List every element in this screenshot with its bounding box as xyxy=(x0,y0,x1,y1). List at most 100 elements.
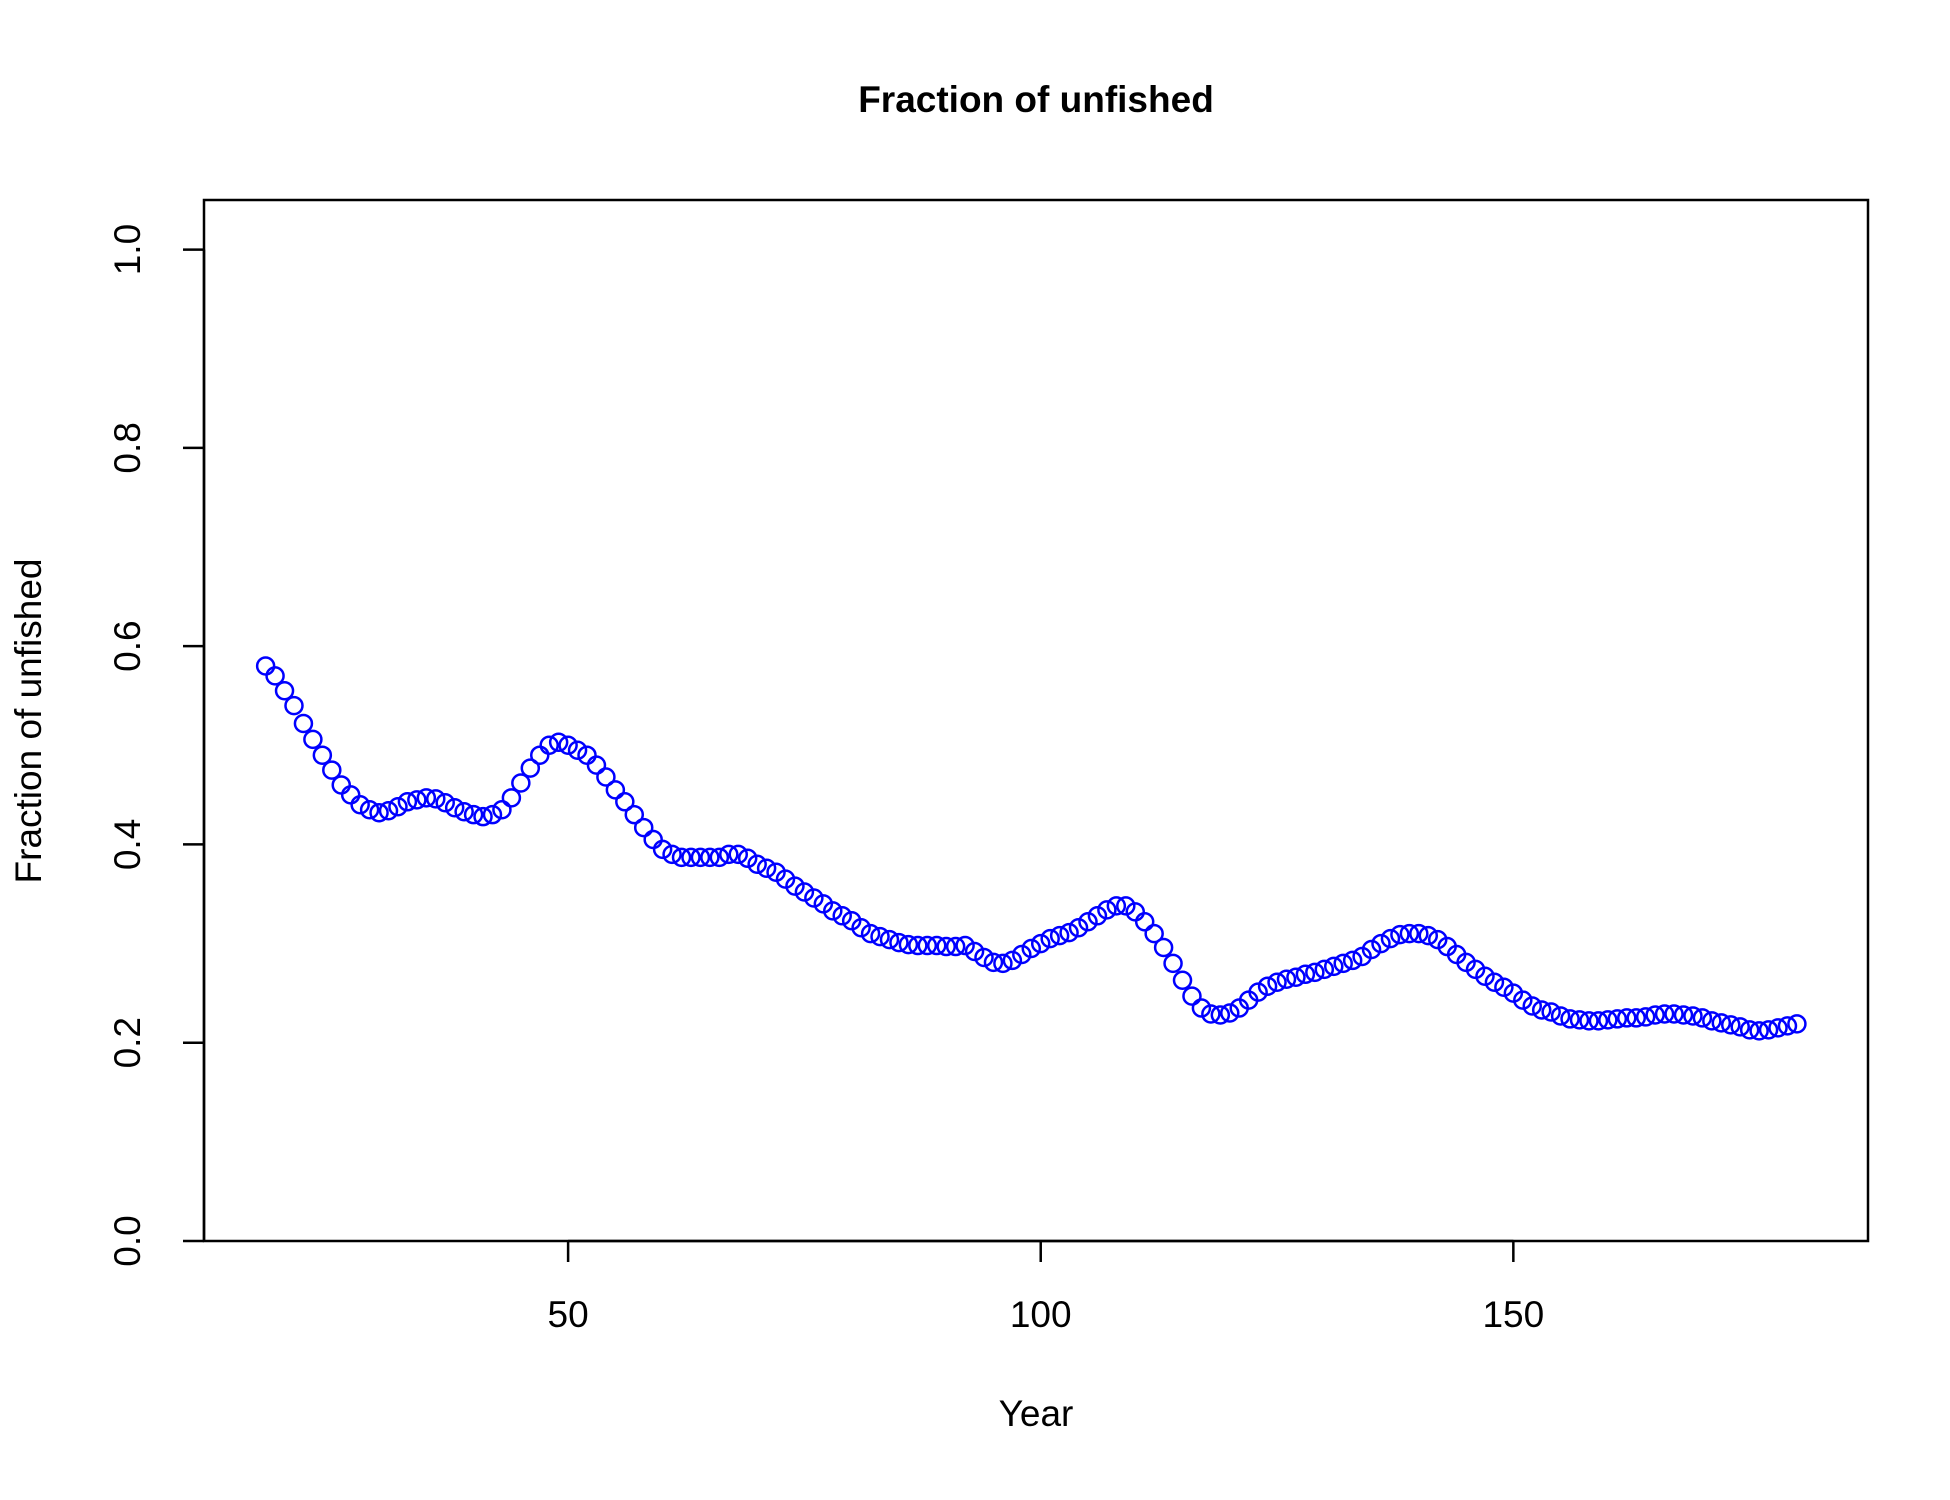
point xyxy=(983,952,1004,973)
y-tick-label: 0.6 xyxy=(107,620,148,671)
point xyxy=(1702,1011,1722,1031)
point xyxy=(945,936,966,957)
point xyxy=(1361,939,1382,960)
point xyxy=(1654,1004,1675,1024)
point xyxy=(1324,956,1344,977)
point xyxy=(1692,1008,1713,1028)
point xyxy=(652,839,673,860)
point xyxy=(1588,1011,1609,1031)
point xyxy=(1673,1005,1694,1025)
point xyxy=(388,797,408,817)
point xyxy=(1286,967,1306,988)
point xyxy=(1059,922,1079,943)
point xyxy=(1626,1008,1646,1028)
point xyxy=(898,934,919,955)
point xyxy=(804,888,824,908)
point xyxy=(1172,970,1193,991)
y-tick-label: 0.2 xyxy=(107,1017,148,1068)
point xyxy=(1645,1005,1665,1025)
x-tick-label: 50 xyxy=(548,1294,589,1335)
point xyxy=(520,758,541,778)
point xyxy=(1002,950,1023,971)
point xyxy=(756,858,777,878)
plot-box xyxy=(202,198,1870,1243)
point xyxy=(312,745,333,765)
point xyxy=(879,929,900,950)
point xyxy=(1409,923,1429,944)
y-axis-label: Fraction of unfished xyxy=(8,559,49,884)
point xyxy=(444,797,465,818)
x-axis-label: Year xyxy=(999,1393,1074,1434)
point xyxy=(624,804,645,825)
point xyxy=(671,847,692,868)
point xyxy=(1579,1011,1599,1031)
point xyxy=(1012,944,1032,965)
point xyxy=(1144,923,1164,944)
point xyxy=(1484,972,1505,992)
point xyxy=(265,666,285,686)
point xyxy=(1418,925,1439,946)
x-tick-label: 150 xyxy=(1482,1294,1544,1335)
point xyxy=(1191,998,1212,1018)
point xyxy=(1295,964,1316,985)
point xyxy=(1163,953,1183,974)
point xyxy=(303,729,323,750)
point xyxy=(274,681,295,701)
point xyxy=(1068,917,1089,938)
point xyxy=(1371,933,1391,954)
point xyxy=(548,732,569,753)
x-tick-label: 100 xyxy=(1010,1294,1072,1335)
point xyxy=(369,802,389,823)
point xyxy=(993,953,1013,974)
point xyxy=(1475,966,1495,987)
chart-title: Fraction of unfished xyxy=(858,79,1214,120)
point xyxy=(1711,1013,1732,1033)
point xyxy=(558,735,578,756)
point xyxy=(1635,1007,1656,1027)
point xyxy=(1664,1004,1684,1024)
point xyxy=(747,854,767,875)
point xyxy=(322,760,342,780)
point xyxy=(633,817,654,838)
point xyxy=(1390,924,1410,945)
point xyxy=(860,923,881,944)
point xyxy=(1522,996,1543,1016)
point xyxy=(426,789,446,809)
point xyxy=(794,882,815,902)
point xyxy=(596,767,616,787)
point xyxy=(690,847,711,868)
point xyxy=(908,935,928,956)
point xyxy=(1494,977,1514,997)
point xyxy=(350,795,370,815)
point xyxy=(1049,925,1070,946)
point xyxy=(1598,1010,1618,1030)
point xyxy=(1257,976,1278,996)
point xyxy=(662,844,682,865)
point xyxy=(1106,896,1127,916)
y-tick-label: 1.0 xyxy=(107,224,148,275)
point xyxy=(1739,1020,1760,1040)
point xyxy=(1248,982,1268,1002)
point xyxy=(728,844,748,865)
point xyxy=(1768,1018,1788,1038)
point xyxy=(643,829,663,850)
point xyxy=(1210,1005,1231,1025)
point xyxy=(1721,1015,1741,1035)
point xyxy=(1078,912,1098,932)
y-tick-label: 0.8 xyxy=(107,422,148,473)
point xyxy=(1333,953,1353,974)
point xyxy=(851,917,871,938)
point xyxy=(529,745,550,765)
point xyxy=(681,847,701,868)
point xyxy=(832,906,852,926)
point xyxy=(284,695,304,716)
point xyxy=(936,936,956,957)
point xyxy=(1276,969,1297,990)
point xyxy=(1550,1006,1571,1026)
point xyxy=(293,713,314,734)
point xyxy=(482,804,503,825)
point xyxy=(1560,1009,1580,1029)
point xyxy=(1305,962,1325,983)
point xyxy=(416,788,437,808)
